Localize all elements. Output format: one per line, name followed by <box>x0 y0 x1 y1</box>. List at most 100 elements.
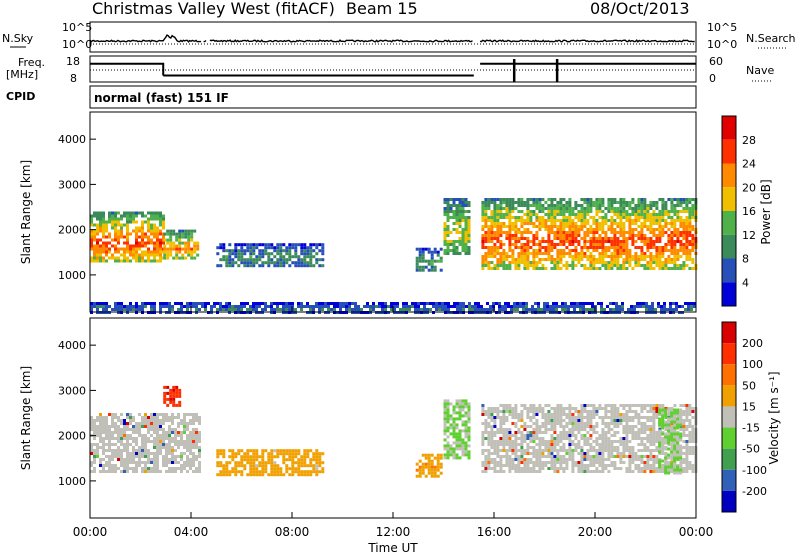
velocity-cell-0 <box>114 455 117 458</box>
power-cell-2 <box>219 264 223 268</box>
power-cell-2 <box>240 252 244 256</box>
freq-label-line2: [MHz] <box>6 68 38 81</box>
velocity-cell-4 <box>443 444 447 448</box>
power-cell-5 <box>514 231 518 234</box>
velocity-cell-0 <box>174 440 177 443</box>
power-cell-6 <box>534 308 537 311</box>
velocity-cell-2 <box>291 449 295 453</box>
velocity-cell-2 <box>255 452 259 456</box>
power-cell-5 <box>670 210 674 213</box>
power-cell-5 <box>616 210 620 213</box>
power-cell-5 <box>685 252 689 255</box>
velocity-cell-5 <box>538 461 542 464</box>
power-cell-3 <box>430 253 434 257</box>
power-cell-2 <box>261 264 265 268</box>
velocity-cell-5 <box>505 443 509 446</box>
velocity-cell-5 <box>577 416 581 419</box>
power-cell-1 <box>169 241 173 245</box>
power-cell-5 <box>628 219 632 222</box>
velocity-cell-0 <box>123 458 126 461</box>
power-cell-4 <box>452 243 456 246</box>
power-cell-5 <box>634 210 638 213</box>
power-cell-5 <box>577 243 581 246</box>
velocity-cell-5 <box>634 434 638 437</box>
power-cell-5 <box>550 210 554 213</box>
velocity-cell-5 <box>640 437 644 440</box>
power-cell-5 <box>628 237 632 240</box>
power-cell-5 <box>685 237 689 240</box>
velocity-cell-5 <box>688 449 692 452</box>
velocity-cell-4 <box>452 405 456 409</box>
power-cell-0 <box>117 223 120 227</box>
velocity-cell-5 <box>610 434 614 437</box>
velocity-cell-5 <box>583 416 587 419</box>
velocity-cell-5 <box>496 449 500 452</box>
velocity-cell-2 <box>249 461 253 465</box>
power-cell-5 <box>496 204 500 207</box>
velocity-cell-5 <box>514 431 518 434</box>
velocity-cell-5 <box>499 455 503 458</box>
power-cell-5 <box>505 213 509 216</box>
power-cell-2 <box>294 261 298 265</box>
velocity-cell-0 <box>93 422 96 425</box>
velocity-cell-4 <box>455 411 459 415</box>
power-cell-5 <box>550 231 554 234</box>
power-cell-5 <box>616 243 620 246</box>
velocity-cell-5 <box>685 428 689 431</box>
power-cell-2 <box>294 264 298 268</box>
velocity-cell-2 <box>285 452 289 456</box>
power-cell-5 <box>565 252 569 255</box>
power-cell-2 <box>279 252 283 256</box>
velocity-cell-5 <box>481 407 485 410</box>
power-cell-6 <box>162 302 165 305</box>
power-cell-2 <box>225 264 229 268</box>
power-cell-0 <box>162 235 165 239</box>
power-cell-5 <box>490 201 494 204</box>
power-cell-5 <box>547 207 551 210</box>
velocity-cell-5 <box>505 464 509 467</box>
velocity-cell-4 <box>446 456 450 460</box>
power-cell-6 <box>669 302 672 305</box>
velocity-cell-5 <box>514 413 518 416</box>
velocity-cell-2 <box>249 473 253 477</box>
power-cell-1 <box>184 247 188 251</box>
power-cell-6 <box>312 308 315 311</box>
velocity-cell-0 <box>189 419 192 422</box>
velocity-cell-5 <box>517 443 521 446</box>
power-cell-2 <box>243 249 247 253</box>
power-cell-5 <box>568 210 572 213</box>
velocity-cell-5 <box>583 443 587 446</box>
power-cell-2 <box>279 264 283 268</box>
velocity-cell-3 <box>436 474 440 478</box>
power-cell-1 <box>178 250 182 254</box>
power-cell-6 <box>354 302 357 305</box>
power-cell-2 <box>285 261 289 265</box>
velocity-cell-5 <box>643 428 647 431</box>
velocity-cell-2 <box>276 455 280 459</box>
power-cell-5 <box>661 252 665 255</box>
power-cell-6 <box>99 302 102 305</box>
velocity-cell-5 <box>613 467 617 470</box>
power-cell-5 <box>631 231 635 234</box>
velocity-cell-5 <box>541 452 545 455</box>
power-cell-5 <box>634 240 638 243</box>
velocity-cell-5 <box>577 467 581 470</box>
power-cell-5 <box>658 264 662 267</box>
power-cell-5 <box>541 240 545 243</box>
velocity-cell-5 <box>484 413 488 416</box>
power-cell-5 <box>499 255 503 258</box>
power-cell-6 <box>174 302 177 305</box>
velocity-cell-5 <box>493 467 497 470</box>
velocity-cell-5 <box>646 464 650 467</box>
power-cell-0 <box>147 250 150 254</box>
power-cell-5 <box>565 240 569 243</box>
velocity-cell-5 <box>652 416 656 419</box>
power-cell-5 <box>526 201 530 204</box>
velocity-cell-0 <box>144 467 147 470</box>
velocity-cell-0 <box>159 419 162 422</box>
power-cell-0 <box>108 235 111 239</box>
velocity-cell-5 <box>565 467 569 470</box>
power-cell-5 <box>526 264 530 267</box>
velocity-cell-5 <box>643 449 647 452</box>
velocity-cell-5 <box>520 434 524 437</box>
